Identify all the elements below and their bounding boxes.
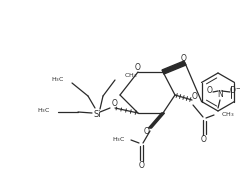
Polygon shape	[148, 113, 164, 128]
Text: O: O	[135, 63, 140, 71]
Text: H$_3$C: H$_3$C	[37, 107, 51, 115]
Text: H$_3$C: H$_3$C	[51, 75, 65, 84]
Text: H$_3$C: H$_3$C	[112, 136, 125, 144]
Text: O: O	[206, 85, 212, 95]
Text: CH$_3$: CH$_3$	[123, 72, 137, 80]
Text: O: O	[200, 135, 206, 144]
Text: O: O	[112, 98, 117, 107]
Text: O: O	[180, 53, 186, 63]
Text: O: O	[229, 85, 235, 95]
Text: Si: Si	[93, 110, 100, 119]
Polygon shape	[161, 61, 185, 74]
Text: N: N	[216, 90, 222, 98]
Text: O: O	[139, 162, 144, 171]
Text: O: O	[191, 92, 197, 100]
Text: CH$_3$: CH$_3$	[220, 111, 234, 120]
Text: −: −	[235, 85, 239, 90]
Text: O: O	[143, 127, 149, 135]
Text: +: +	[219, 89, 221, 93]
